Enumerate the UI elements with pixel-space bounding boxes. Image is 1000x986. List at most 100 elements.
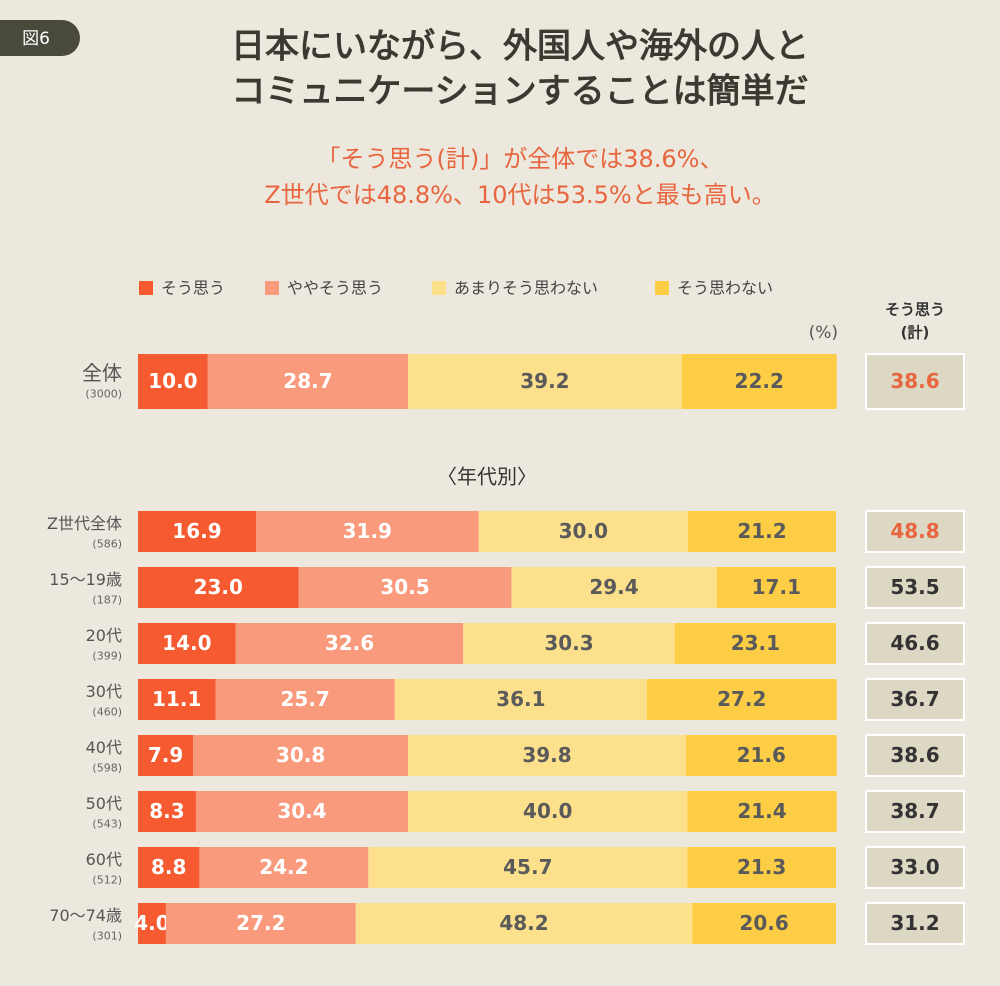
total-box bbox=[865, 510, 965, 553]
bar-segment bbox=[298, 567, 512, 608]
bar-segment bbox=[215, 679, 395, 720]
bar-segment bbox=[408, 735, 686, 776]
value-label: 8.3 bbox=[149, 799, 184, 823]
bar-segment bbox=[255, 511, 479, 552]
bar-segment bbox=[716, 567, 836, 608]
bar-segment bbox=[681, 354, 837, 409]
total-label: 31.2 bbox=[890, 911, 939, 935]
total-label: 48.8 bbox=[890, 519, 939, 543]
value-label: 11.1 bbox=[152, 687, 201, 711]
total-label: 36.7 bbox=[890, 687, 939, 711]
value-label: 8.8 bbox=[151, 855, 186, 879]
value-label: 30.8 bbox=[276, 743, 325, 767]
category-label: 70〜74歳 bbox=[49, 906, 122, 925]
value-label: 30.0 bbox=[559, 519, 608, 543]
bar-segment bbox=[138, 735, 194, 776]
legend-swatch bbox=[432, 281, 446, 295]
value-label: 30.4 bbox=[277, 799, 326, 823]
bar-segment bbox=[138, 511, 256, 552]
category-label: 15〜19歳 bbox=[49, 570, 122, 589]
bar-segment bbox=[195, 791, 409, 832]
bar-segment bbox=[165, 903, 356, 944]
total-box bbox=[865, 353, 965, 410]
value-label: 17.1 bbox=[752, 575, 801, 599]
total-box bbox=[865, 846, 965, 889]
value-label: 36.1 bbox=[496, 687, 545, 711]
value-label: 45.7 bbox=[503, 855, 552, 879]
count-label: (598) bbox=[92, 762, 122, 775]
bar-segment bbox=[408, 791, 688, 832]
unit-label: (%) bbox=[809, 323, 838, 343]
bar-segment bbox=[687, 791, 837, 832]
bar-segment bbox=[199, 847, 369, 888]
value-label: 29.4 bbox=[589, 575, 638, 599]
bar-segment bbox=[235, 623, 464, 664]
legend-label: そう思わない bbox=[677, 279, 773, 298]
value-label: 14.0 bbox=[162, 631, 211, 655]
bar-segment bbox=[478, 511, 689, 552]
value-label: 21.6 bbox=[737, 743, 786, 767]
section-label: 〈年代別〉 bbox=[437, 465, 537, 489]
bar-segment bbox=[674, 623, 836, 664]
bar-segment bbox=[394, 679, 647, 720]
count-label: (187) bbox=[92, 594, 122, 607]
value-label: 40.0 bbox=[523, 799, 572, 823]
value-label: 23.0 bbox=[194, 575, 243, 599]
count-label: (586) bbox=[92, 538, 122, 551]
bar-segment bbox=[355, 903, 693, 944]
legend-label: ややそう思う bbox=[287, 279, 383, 298]
bar-segment bbox=[138, 354, 208, 409]
total-label: 38.6 bbox=[890, 369, 939, 393]
bar-segment bbox=[138, 623, 236, 664]
bar-segment bbox=[138, 903, 166, 944]
value-label: 21.4 bbox=[737, 799, 786, 823]
totals-header: そう思う bbox=[885, 301, 945, 319]
value-label: 16.9 bbox=[172, 519, 221, 543]
legend-swatch bbox=[655, 281, 669, 295]
chart-title: コミュニケーションすることは簡単だ bbox=[231, 72, 808, 112]
legend-swatch bbox=[265, 281, 279, 295]
count-label: (301) bbox=[92, 930, 122, 943]
subtitle: Z世代では48.8%、10代は53.5%と最も高い。 bbox=[264, 181, 775, 209]
total-label: 53.5 bbox=[890, 575, 939, 599]
bar-segment bbox=[368, 847, 688, 888]
value-label: 24.2 bbox=[259, 855, 308, 879]
totals-header: (計) bbox=[901, 324, 930, 342]
count-label: (512) bbox=[92, 874, 122, 887]
value-label: 27.2 bbox=[717, 687, 766, 711]
category-label: 50代 bbox=[86, 794, 122, 813]
category-label: 60代 bbox=[86, 850, 122, 869]
bar-segment bbox=[688, 511, 836, 552]
bar-segment bbox=[646, 679, 837, 720]
value-label: 31.9 bbox=[343, 519, 392, 543]
value-label: 10.0 bbox=[148, 369, 197, 393]
value-label: 30.5 bbox=[380, 575, 429, 599]
bar-segment bbox=[685, 735, 837, 776]
total-label: 33.0 bbox=[890, 855, 939, 879]
value-label: 4.0 bbox=[134, 911, 169, 935]
value-label: 32.6 bbox=[325, 631, 374, 655]
value-label: 21.2 bbox=[737, 519, 786, 543]
total-label: 38.6 bbox=[890, 743, 939, 767]
value-label: 7.9 bbox=[148, 743, 183, 767]
bar-segment bbox=[138, 791, 196, 832]
value-label: 22.2 bbox=[735, 369, 784, 393]
bar-segment bbox=[463, 623, 675, 664]
total-label: 38.7 bbox=[890, 799, 939, 823]
category-label: 30代 bbox=[86, 682, 122, 701]
value-label: 48.2 bbox=[499, 911, 548, 935]
legend-label: そう思う bbox=[161, 279, 225, 298]
value-label: 25.7 bbox=[280, 687, 329, 711]
count-label: (460) bbox=[92, 706, 122, 719]
total-box bbox=[865, 622, 965, 665]
bar-segment bbox=[687, 847, 836, 888]
value-label: 23.1 bbox=[731, 631, 780, 655]
value-label: 39.8 bbox=[522, 743, 571, 767]
total-box bbox=[865, 790, 965, 833]
value-label: 39.2 bbox=[520, 369, 569, 393]
bar-segment bbox=[193, 735, 409, 776]
value-label: 20.6 bbox=[739, 911, 788, 935]
count-label: (543) bbox=[92, 818, 122, 831]
bar-segment bbox=[138, 567, 299, 608]
